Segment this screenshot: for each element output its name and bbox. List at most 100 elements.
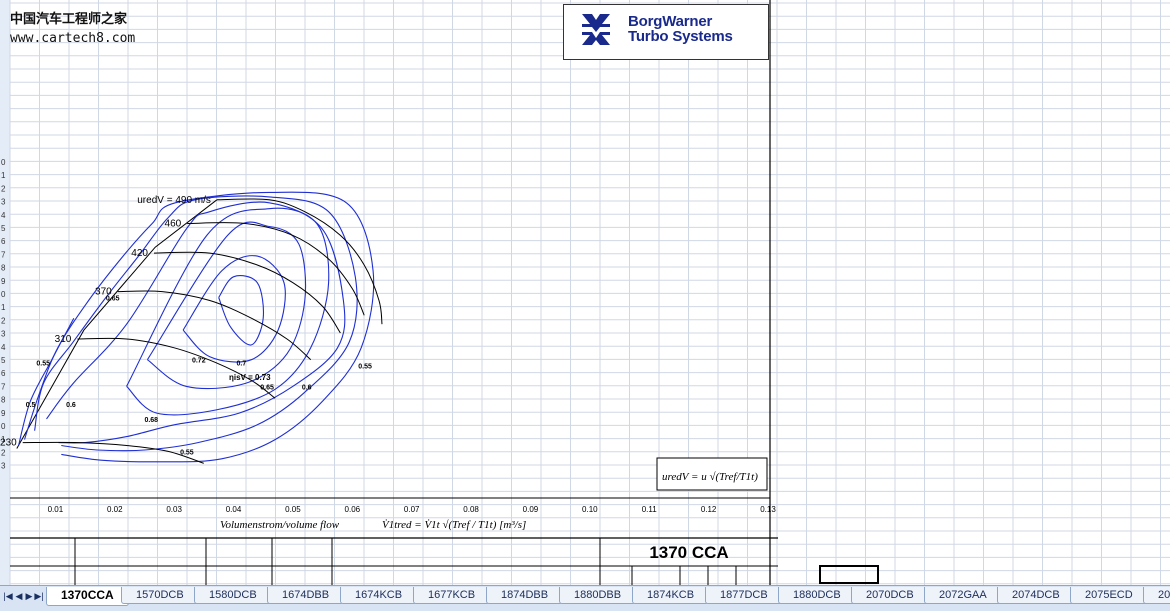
speed-label-value: 460 xyxy=(165,219,182,230)
sheet-tab-1580dcb[interactable]: 1580DCB xyxy=(194,587,272,604)
row-header-label: 5 xyxy=(1,356,6,365)
x-tick-label: 0.09 xyxy=(523,505,539,514)
efficiency-line-0.65 xyxy=(46,201,346,444)
x-tick-label: 0.02 xyxy=(107,505,123,514)
speed-line-370 xyxy=(117,290,312,361)
row-header-label: 7 xyxy=(1,250,6,259)
efficiency-line-0.6 xyxy=(34,195,358,452)
sheet-tab-2074dcb[interactable]: 2074DCB xyxy=(997,587,1075,604)
row-header-label: 2 xyxy=(1,184,6,193)
watermark-url: www.cartech8.com xyxy=(10,31,136,46)
prev-sheet-icon[interactable]: ◀ xyxy=(15,591,23,601)
speed-line-490 m/s xyxy=(216,198,383,325)
x-tick-label: 0.01 xyxy=(48,505,64,514)
speed-label: 370 xyxy=(95,287,112,298)
x-tick-label: 0.03 xyxy=(166,505,182,514)
efficiency-line-0.5 xyxy=(18,317,75,446)
row-header-column xyxy=(0,0,10,585)
row-header-label: 2 xyxy=(1,448,6,457)
row-header-label: 3 xyxy=(1,330,6,339)
sheet-tab-207[interactable]: 207 xyxy=(1143,587,1170,604)
formula-box xyxy=(656,457,768,491)
next-sheet-icon[interactable]: ▶ xyxy=(25,591,33,601)
row-header-label: 5 xyxy=(1,224,6,233)
cell-grid: 0 1 2 3 4 5 6 7 8 9 0 1 2 3 4 5 6 7 8 9 0 1 2 3 xyxy=(0,0,1170,585)
x-axis-title: Volumenstrom/volume flow xyxy=(220,519,340,531)
efficiency-island-0.7 xyxy=(146,221,307,390)
row-header-label: 0 xyxy=(1,158,6,167)
speed-label: 420 xyxy=(131,248,148,259)
sheet-tab-1677kcb[interactable]: 1677KCB xyxy=(413,587,491,604)
x-tick-label: 0.06 xyxy=(345,505,361,514)
x-tick-label: 0.10 xyxy=(582,505,598,514)
sheet-tab-1874dbb[interactable]: 1874DBB xyxy=(486,587,564,604)
speed-label-value: 370 xyxy=(95,287,112,298)
sheet-tab-2075ecd[interactable]: 2075ECD xyxy=(1070,587,1148,604)
peak-efficiency-label: ηisV = 0.73 xyxy=(229,373,271,382)
row-header-label: 4 xyxy=(1,343,6,352)
row-header-label: 4 xyxy=(1,211,6,220)
x-tick-label: 0.12 xyxy=(701,505,717,514)
logo-line-1: BorgWarner xyxy=(628,13,713,30)
efficiency-island-0.73 xyxy=(218,275,264,346)
borgwarner-logo-icon xyxy=(582,14,610,45)
row-header-label: 8 xyxy=(1,396,6,405)
sheet-tab-1570dcb[interactable]: 1570DCB xyxy=(121,587,199,604)
efficiency-label: 0.5 xyxy=(26,402,36,409)
speed-label: 460 xyxy=(165,219,182,230)
sheet-title: 1370 CCA xyxy=(649,543,729,562)
sheet-tab-bar: |◀ ◀ ▶ ▶| 1370CCA 1570DCB 1580DCB 1674DBB 16… xyxy=(0,585,1170,611)
row-header-label: 9 xyxy=(1,409,6,418)
surge-line xyxy=(16,199,218,449)
last-sheet-icon[interactable]: ▶| xyxy=(34,591,44,601)
efficiency-label: 0.55 xyxy=(36,361,50,368)
x-tick-label: 0.05 xyxy=(285,505,301,514)
compressor-map-chart: 0.01 0.02 0.03 0.04 0.05 0.06 0.07 0.08 0.09 0.10… xyxy=(0,191,776,531)
row-header-label: 1 xyxy=(1,435,6,444)
sheet-tab-1880dcb[interactable]: 1880DCB xyxy=(778,587,856,604)
sheet-tab-1370cca[interactable]: 1370CCA xyxy=(46,587,129,606)
selected-cell[interactable] xyxy=(819,565,879,584)
efficiency-label: 0.68 xyxy=(144,417,158,424)
row-header-label: 6 xyxy=(1,369,6,378)
row-header-label: 2 xyxy=(1,316,6,325)
speed-label-value: 420 xyxy=(131,248,148,259)
row-header-label: 1 xyxy=(1,303,6,312)
speed-label: 310 xyxy=(55,334,72,345)
efficiency-label: 0.72 xyxy=(192,358,206,365)
x-tick-label: 0.13 xyxy=(760,505,776,514)
speed-line-230 xyxy=(22,441,204,464)
row-header-label: 7 xyxy=(1,382,6,391)
sheet-tab-1674kcb[interactable]: 1674KCB xyxy=(340,587,418,604)
speed-label: 230 xyxy=(0,438,17,449)
peak-efficiency-value: 0.73 xyxy=(255,373,271,382)
sheet-tab-2072gaa[interactable]: 2072GAA xyxy=(924,587,1002,604)
speed-line-460 xyxy=(187,222,365,316)
speed-label-value: 230 xyxy=(0,438,17,449)
sheet-tab-1877dcb[interactable]: 1877DCB xyxy=(705,587,783,604)
efficiency-label: 0.55 xyxy=(180,449,194,456)
sheet-tab-1874kcb[interactable]: 1874KCB xyxy=(632,587,710,604)
formula-note: uredV = u √(Tref/T1t) xyxy=(662,471,758,483)
efficiency-label: 0.55 xyxy=(358,364,372,371)
sheet-tab-1674dbb[interactable]: 1674DBB xyxy=(267,587,345,604)
first-sheet-icon[interactable]: |◀ xyxy=(3,591,13,601)
efficiency-label: 0.6 xyxy=(66,402,76,409)
x-tick-label: 0.11 xyxy=(642,505,658,514)
efficiency-label: 0.65 xyxy=(260,384,274,391)
row-header-label: 1 xyxy=(1,171,6,180)
watermark-chinese: 中国汽车工程师之家 xyxy=(10,12,128,27)
x-tick-label: 0.04 xyxy=(226,505,242,514)
row-header-label: 3 xyxy=(1,462,6,471)
x-tick-label: 0.07 xyxy=(404,505,420,514)
row-header-label: 9 xyxy=(1,277,6,286)
efficiency-island-0.72 xyxy=(182,255,286,363)
sheet-tab-1880dbb[interactable]: 1880DBB xyxy=(559,587,637,604)
borgwarner-logo: BorgWarner Turbo Systems xyxy=(563,4,769,60)
row-header-label: 6 xyxy=(1,237,6,246)
sheet-tab-2070dcb[interactable]: 2070DCB xyxy=(851,587,929,604)
x-tick-label: 0.08 xyxy=(463,505,479,514)
row-header-label: 0 xyxy=(1,290,6,299)
peak-efficiency-prefix: ηisV = xyxy=(229,373,255,382)
